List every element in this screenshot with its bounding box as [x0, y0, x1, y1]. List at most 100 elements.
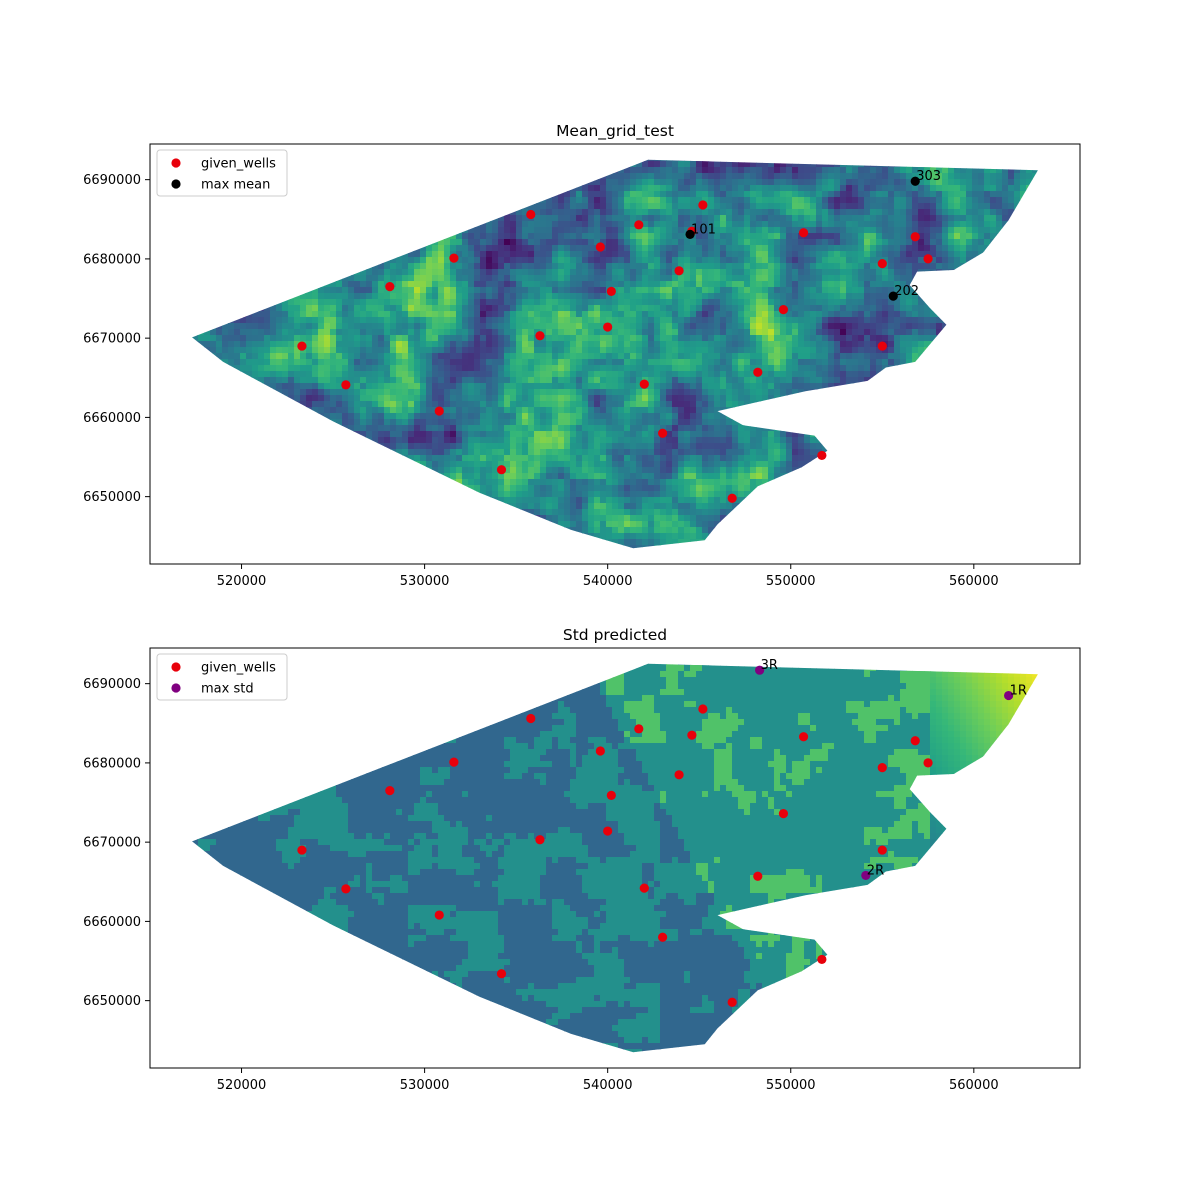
- heatmap-cell: [486, 311, 493, 318]
- heatmap-cell: [552, 341, 559, 348]
- heatmap-cell: [552, 347, 559, 354]
- heatmap-cell: [516, 323, 523, 330]
- heatmap-cell: [378, 275, 385, 282]
- heatmap-cell: [906, 257, 913, 264]
- heatmap-cell: [504, 245, 511, 252]
- heatmap-cell: [714, 359, 721, 366]
- heatmap-cell: [738, 323, 745, 330]
- heatmap-cell: [912, 209, 919, 216]
- heatmap-cell: [588, 245, 595, 252]
- heatmap-cell: [702, 239, 709, 246]
- heatmap-cell: [690, 293, 697, 300]
- heatmap-cell: [552, 323, 559, 330]
- heatmap-cell: [534, 269, 541, 276]
- heatmap-cell: [690, 161, 697, 168]
- heatmap-cell: [678, 311, 685, 318]
- heatmap-cell: [444, 353, 451, 360]
- heatmap-cell: [486, 275, 493, 282]
- heatmap-cell: [522, 227, 529, 234]
- heatmap-cell: [930, 335, 937, 342]
- heatmap-cell: [858, 167, 865, 174]
- heatmap-cell: [816, 257, 823, 264]
- heatmap-cell: [828, 311, 835, 318]
- heatmap-cell: [690, 311, 697, 318]
- heatmap-cell: [708, 335, 715, 342]
- heatmap-cell: [828, 275, 835, 282]
- heatmap-cell: [744, 251, 751, 258]
- heatmap-cell: [600, 293, 607, 300]
- heatmap-cell: [474, 257, 481, 264]
- heatmap-cell: [546, 203, 553, 210]
- heatmap-cell: [318, 353, 325, 360]
- heatmap-cell: [732, 287, 739, 294]
- heatmap-cell: [912, 227, 919, 234]
- heatmap-cell: [780, 185, 787, 192]
- heatmap-cell: [750, 221, 757, 228]
- heatmap-cell: [852, 251, 859, 258]
- heatmap-cell: [738, 359, 745, 366]
- heatmap-cell: [660, 173, 667, 180]
- heatmap-cell: [990, 215, 997, 222]
- heatmap-cell: [522, 233, 529, 240]
- heatmap-cell: [444, 281, 451, 288]
- heatmap-cell: [564, 305, 571, 312]
- heatmap-cell: [546, 359, 553, 366]
- heatmap-cell: [654, 359, 661, 366]
- heatmap-cell: [384, 293, 391, 300]
- heatmap-cell: [780, 191, 787, 198]
- heatmap-cell: [750, 275, 757, 282]
- heatmap-cell: [936, 263, 943, 270]
- heatmap-cell: [816, 269, 823, 276]
- heatmap-cell: [396, 263, 403, 270]
- heatmap-cell: [690, 239, 697, 246]
- heatmap-cell: [636, 287, 643, 294]
- heatmap-cell: [648, 257, 655, 264]
- heatmap-cell: [708, 233, 715, 240]
- heatmap-cell: [642, 191, 649, 198]
- heatmap-cell: [354, 323, 361, 330]
- heatmap-cell: [936, 209, 943, 216]
- heatmap-cell: [462, 335, 469, 342]
- heatmap-cell: [792, 251, 799, 258]
- heatmap-cell: [780, 209, 787, 216]
- heatmap-cell: [708, 245, 715, 252]
- heatmap-cell: [756, 347, 763, 354]
- heatmap-cell: [624, 287, 631, 294]
- heatmap-cell: [930, 221, 937, 228]
- heatmap-cell: [816, 203, 823, 210]
- heatmap-cell: [546, 239, 553, 246]
- heatmap-cell: [828, 281, 835, 288]
- heatmap-cell: [534, 281, 541, 288]
- heatmap-cell: [816, 251, 823, 258]
- heatmap-cell: [828, 251, 835, 258]
- heatmap-cell: [390, 305, 397, 312]
- heatmap-cell: [990, 209, 997, 216]
- heatmap-cell: [744, 215, 751, 222]
- heatmap-cell: [792, 227, 799, 234]
- heatmap-cell: [264, 311, 271, 318]
- heatmap-cell: [606, 299, 613, 306]
- heatmap-cell: [966, 245, 973, 252]
- heatmap-cell: [534, 203, 541, 210]
- heatmap-cell: [816, 281, 823, 288]
- heatmap-cell: [582, 281, 589, 288]
- heatmap-cell: [750, 317, 757, 324]
- heatmap-cell: [774, 335, 781, 342]
- heatmap-cell: [624, 329, 631, 336]
- heatmap-cell: [696, 257, 703, 264]
- heatmap-cell: [726, 227, 733, 234]
- heatmap-cell: [384, 341, 391, 348]
- heatmap-cell: [558, 341, 565, 348]
- heatmap-cell: [294, 329, 301, 336]
- heatmap-cell: [906, 323, 913, 330]
- heatmap-cell: [744, 317, 751, 324]
- heatmap-cell: [738, 239, 745, 246]
- heatmap-cell: [642, 299, 649, 306]
- heatmap-cell: [444, 245, 451, 252]
- heatmap-cell: [540, 269, 547, 276]
- heatmap-cell: [672, 281, 679, 288]
- heatmap-cell: [588, 287, 595, 294]
- heatmap-cell: [618, 209, 625, 216]
- heatmap-cell: [504, 257, 511, 264]
- heatmap-cell: [624, 293, 631, 300]
